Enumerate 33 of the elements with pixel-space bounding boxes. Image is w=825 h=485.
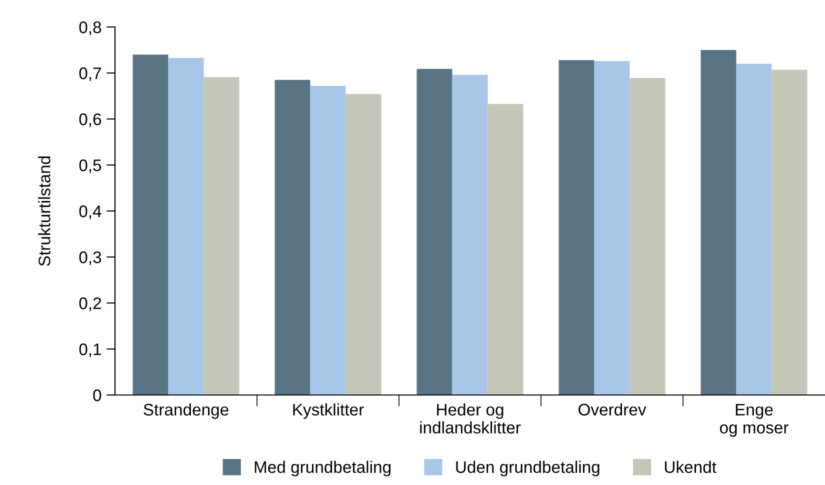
bar bbox=[132, 54, 168, 395]
bar bbox=[488, 104, 524, 395]
y-tick-label: 0,8 bbox=[79, 21, 102, 36]
bar bbox=[558, 60, 594, 395]
bar bbox=[700, 50, 736, 395]
y-tick-label: 0,4 bbox=[79, 205, 102, 220]
y-tick-label: 0,5 bbox=[79, 159, 102, 174]
bar bbox=[772, 70, 808, 395]
bar bbox=[416, 68, 452, 395]
bar bbox=[274, 80, 310, 395]
y-tick-label: 0,2 bbox=[79, 297, 101, 312]
bar bbox=[594, 61, 630, 395]
bar bbox=[736, 64, 772, 395]
bar bbox=[168, 58, 204, 395]
legend-label: Med grundbetaling bbox=[254, 460, 390, 476]
bar bbox=[452, 74, 488, 395]
y-tick-label: 0,1 bbox=[79, 343, 101, 358]
x-tick-label: Kystklitter bbox=[293, 403, 364, 419]
y-tick-label: 0,6 bbox=[79, 113, 102, 128]
bar bbox=[630, 78, 666, 395]
x-tick-label: Enge og moser bbox=[720, 404, 788, 437]
y-tick-label: 0,7 bbox=[79, 67, 101, 82]
legend-label: Ukendt bbox=[664, 460, 716, 474]
legend-label: Uden grundbetaling bbox=[456, 460, 600, 476]
y-tick-label: 0 bbox=[93, 389, 102, 402]
bar bbox=[310, 86, 346, 395]
x-tick-label: Heder og indlandsklitter bbox=[420, 403, 521, 434]
y-axis-title: Strukturtilstand bbox=[38, 156, 50, 266]
bar bbox=[204, 77, 240, 395]
x-tick-label: Overdrev bbox=[578, 403, 646, 416]
y-tick-label: 0,3 bbox=[79, 251, 102, 266]
x-tick-label: Strandenge bbox=[144, 403, 228, 419]
bar bbox=[346, 94, 382, 395]
